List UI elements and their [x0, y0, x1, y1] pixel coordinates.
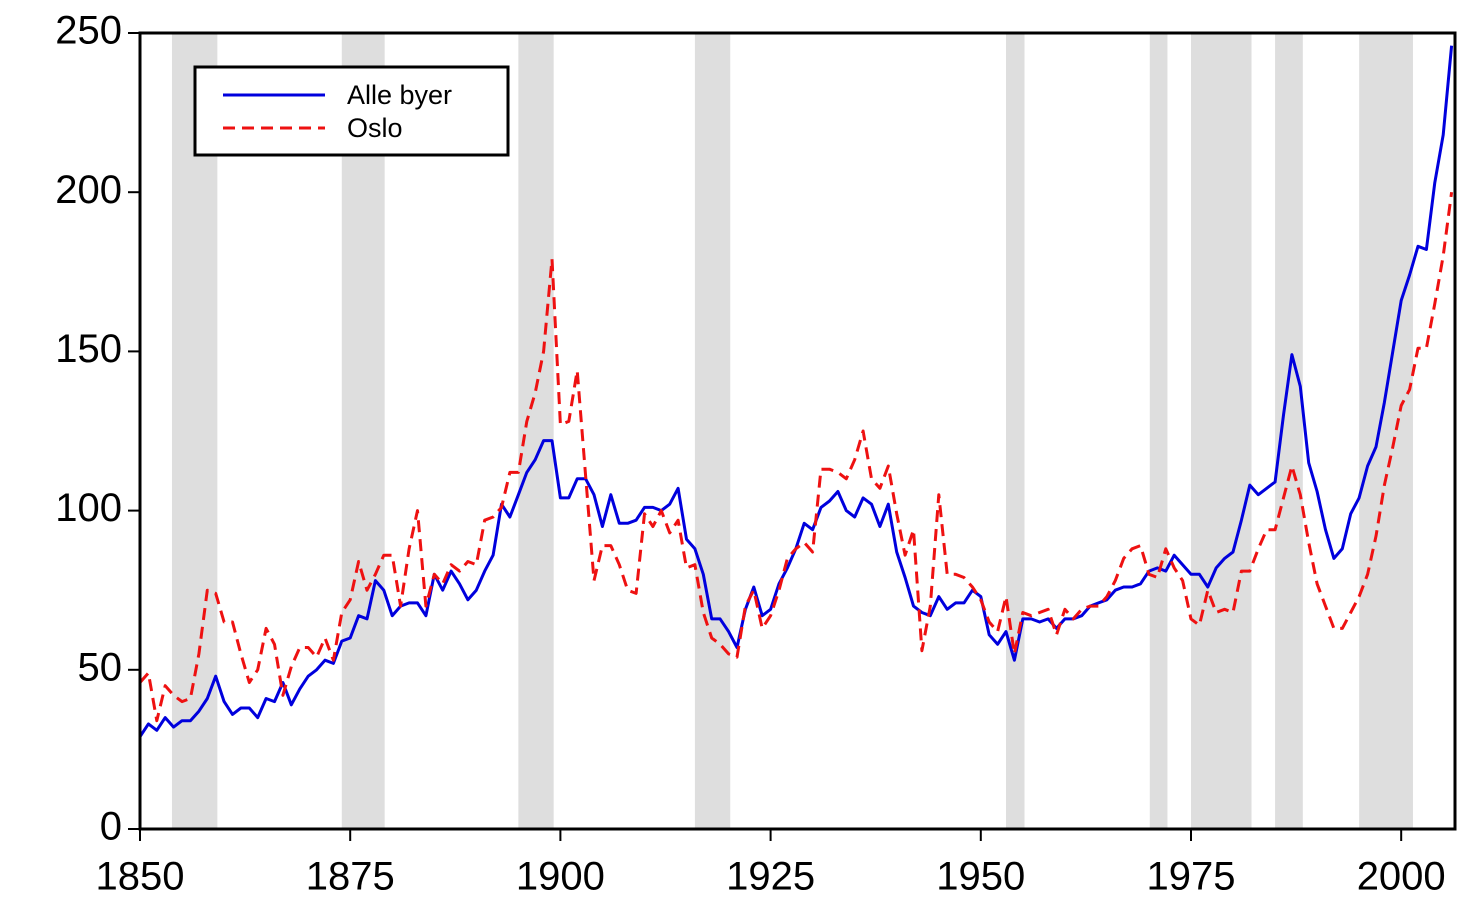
x-tick-label: 1950 [936, 855, 1025, 899]
plot-frame [138, 31, 1457, 831]
y-tick-label: 250 [55, 9, 122, 53]
y-tick-label: 0 [100, 805, 122, 849]
legend-box [193, 65, 510, 157]
x-tick-label: 1900 [516, 855, 605, 899]
shaded-period [171, 33, 218, 829]
shaded-period [1359, 33, 1413, 829]
y-tick-label: 50 [78, 645, 123, 689]
line-series [138, 192, 1454, 723]
shaded-period [1275, 33, 1303, 829]
x-tick-label: 2000 [1357, 855, 1446, 899]
shaded-period [1149, 33, 1168, 829]
legend-label: Oslo [347, 113, 403, 143]
shaded-period [341, 33, 385, 829]
x-tick-label: 1875 [306, 855, 395, 899]
x-tick-label: 1850 [96, 855, 185, 899]
legend-label: Alle byer [347, 80, 452, 110]
shaded-period [1190, 33, 1252, 829]
y-tick-label: 200 [55, 168, 122, 212]
y-tick-label: 100 [55, 486, 122, 530]
y-tick-label: 150 [55, 327, 122, 371]
x-tick-label: 1975 [1146, 855, 1235, 899]
shaded-period [694, 33, 731, 829]
shaded-period [518, 33, 554, 829]
shaded-period [1006, 33, 1025, 829]
x-tick-label: 1925 [726, 855, 815, 899]
